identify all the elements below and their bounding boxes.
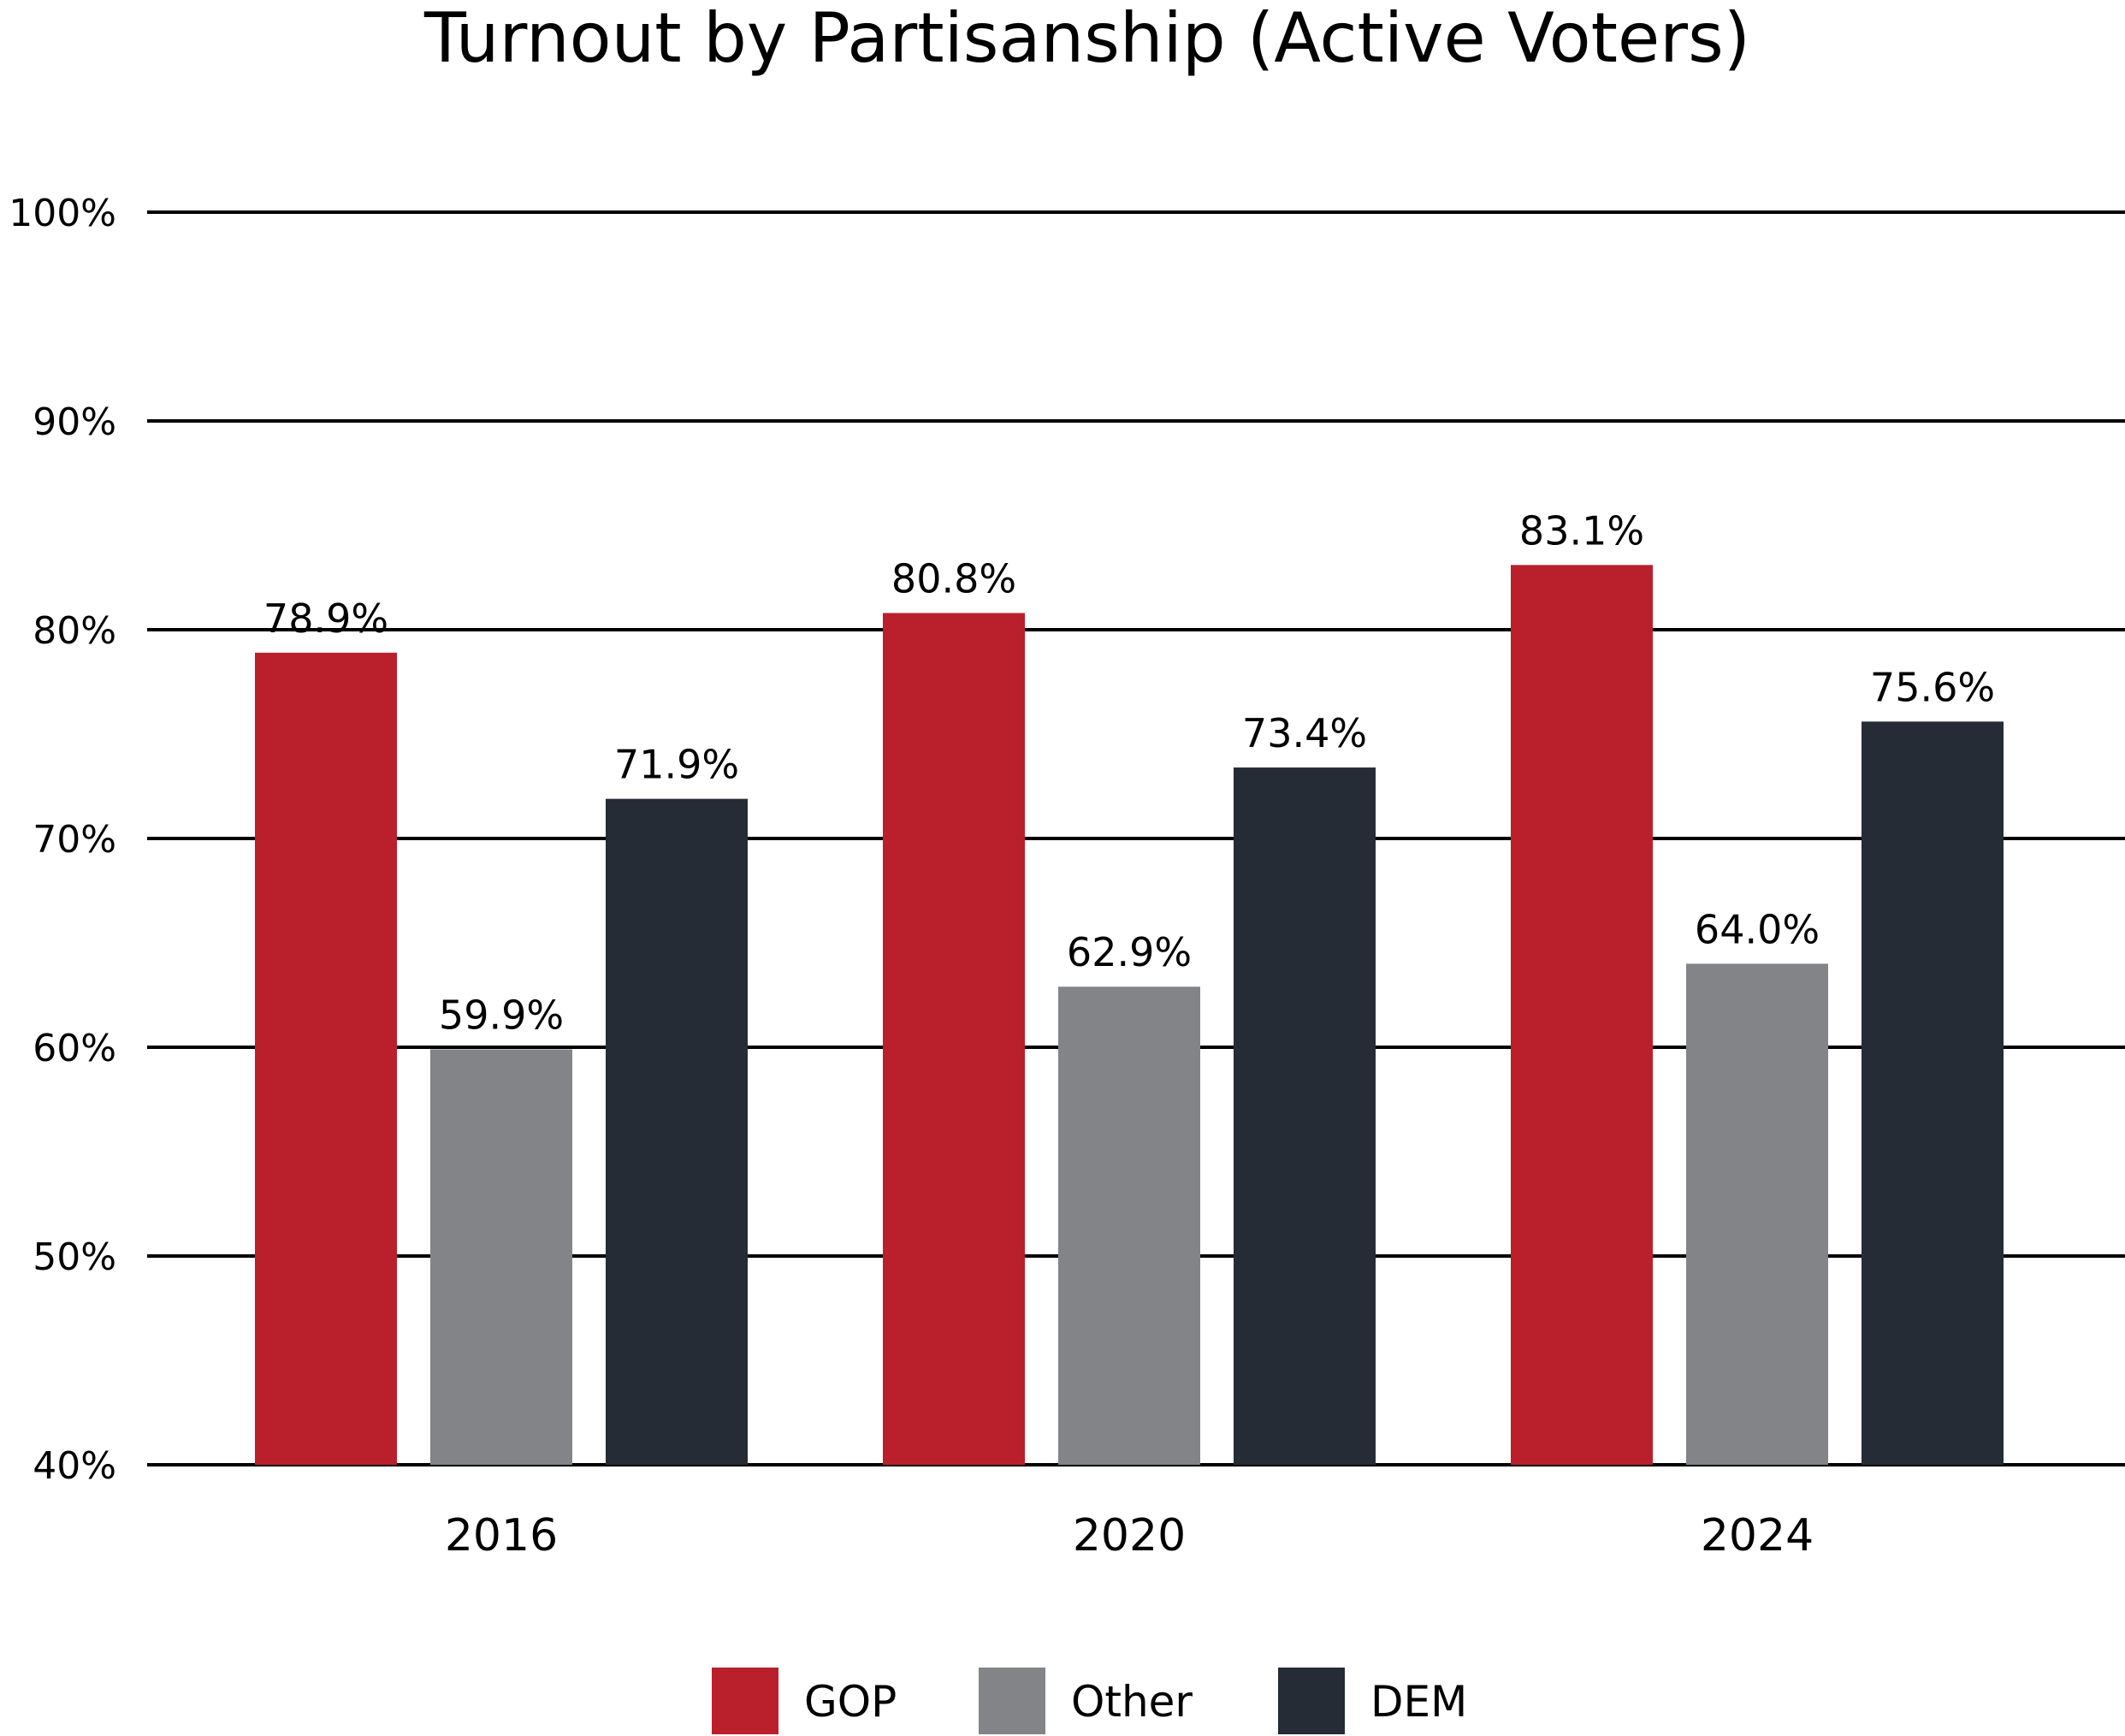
bar-other-2024 [1686,963,1828,1465]
bar-dem-2020 [1234,767,1376,1465]
x-category-label: 2024 [1701,1510,1814,1561]
bar-gop-2016 [255,652,397,1465]
data-label: 75.6% [1870,664,1995,710]
chart-title: Turnout by Partisanship (Active Voters) [423,0,1750,78]
y-tick-label: 60% [33,1027,116,1070]
data-label: 83.1% [1519,507,1644,554]
legend-swatch-dem [1278,1668,1345,1734]
legend-label-other: Other [1071,1677,1193,1727]
bar-gop-2020 [883,613,1025,1465]
bar-other-2016 [430,1049,572,1465]
data-label: 64.0% [1695,906,1820,952]
data-label: 78.9% [263,595,388,642]
legend-swatch-gop [712,1668,778,1734]
data-label: 71.9% [614,742,739,788]
bar-other-2020 [1058,986,1200,1465]
y-tick-label: 100% [9,192,116,235]
bar-dem-2016 [606,798,748,1465]
bar-gop-2024 [1511,565,1653,1465]
y-tick-label: 40% [33,1444,116,1488]
legend-label-gop: GOP [804,1677,897,1727]
legend-swatch-other [979,1668,1045,1734]
bar-dem-2024 [1862,721,2004,1465]
x-category-label: 2016 [445,1510,558,1561]
data-label: 73.4% [1242,710,1367,756]
data-labels: 78.9% 59.9% 71.9% 80.8% 62.9% 73.4% 83.1% 64.0%… [263,507,1995,1038]
x-axis-categories: 2016 2020 2024 [445,1510,1814,1561]
legend-label-dem: DEM [1370,1677,1467,1727]
bars [255,565,2004,1465]
y-tick-label: 50% [33,1235,116,1279]
data-label: 62.9% [1067,929,1192,975]
y-tick-label: 80% [33,609,116,653]
y-tick-label: 70% [33,818,116,862]
data-label: 59.9% [439,992,564,1038]
legend: GOP Other DEM [712,1668,1467,1734]
data-label: 80.8% [891,555,1016,601]
y-axis-ticks: 40% 50% 60% 70% 80% 90% 100% [9,192,116,1488]
y-tick-label: 90% [33,400,116,444]
x-category-label: 2020 [1073,1510,1186,1561]
